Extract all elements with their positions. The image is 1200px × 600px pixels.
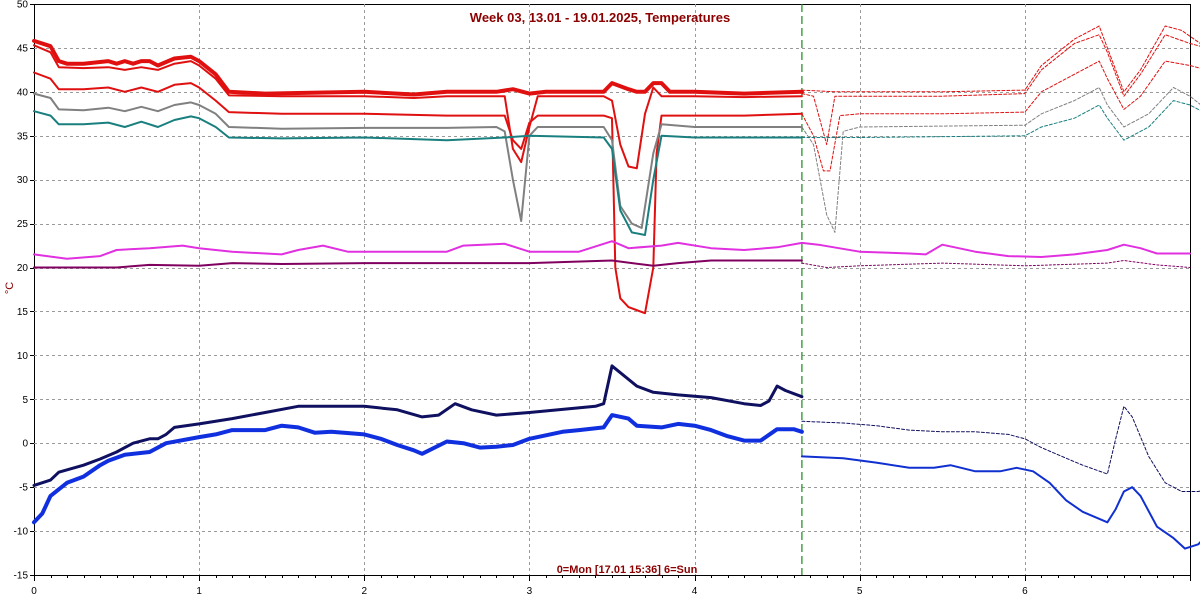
x-axis-label: 0=Mon [17.01 15:36] 6=Sun xyxy=(557,564,698,576)
x-tick-label: 6 xyxy=(1022,586,1028,597)
series-line-10 xyxy=(801,25,1200,93)
y-tick-label: 5 xyxy=(22,395,28,406)
y-tick-label: 45 xyxy=(17,43,29,54)
series-line-7 xyxy=(32,364,804,487)
series-line-9 xyxy=(800,455,1200,550)
y-tick-label: -10 xyxy=(14,527,29,538)
y-tick-label: -5 xyxy=(19,483,28,494)
x-tick-label: 3 xyxy=(527,586,533,597)
axis-ticks xyxy=(30,4,1191,581)
y-tick-label: 50 xyxy=(17,0,29,11)
series-line-11 xyxy=(801,34,1200,146)
y-axis-label: °C xyxy=(4,282,16,294)
x-tick-label: 1 xyxy=(196,586,202,597)
series-line-16 xyxy=(801,405,1200,492)
series-line-0 xyxy=(32,38,804,97)
y-tick-label: 10 xyxy=(17,351,29,362)
series-line-12 xyxy=(801,60,1200,172)
chart-title: Week 03, 13.01 - 19.01.2025, Temperature… xyxy=(470,10,730,25)
series-lines xyxy=(32,25,1200,550)
x-tick-label: 0 xyxy=(31,586,37,597)
series-line-5 xyxy=(33,240,1191,260)
series-line-15 xyxy=(801,260,1191,268)
y-tick-labels: -15 -10 -5 0 5 10 15 20 25 30 35 40 45 50 xyxy=(14,0,29,582)
y-tick-label: 20 xyxy=(17,263,29,274)
series-line-1 xyxy=(33,44,803,170)
y-tick-label: 35 xyxy=(17,131,29,142)
series-line-13 xyxy=(801,87,1200,233)
y-tick-label: 15 xyxy=(17,307,29,318)
y-tick-label: 40 xyxy=(17,87,29,98)
series-line-2 xyxy=(33,71,803,315)
series-line-3 xyxy=(33,92,803,229)
series-line-8 xyxy=(32,413,804,525)
x-tick-labels: 0 1 2 3 4 5 6 xyxy=(31,586,1028,597)
y-tick-label: 0 xyxy=(22,439,28,450)
y-tick-label: 30 xyxy=(17,175,29,186)
series-line-4 xyxy=(33,110,803,236)
x-tick-label: 2 xyxy=(362,586,368,597)
plot-frame xyxy=(34,4,1191,576)
y-tick-label: 25 xyxy=(17,219,29,230)
y-tick-label: -15 xyxy=(14,571,29,582)
x-tick-label: 5 xyxy=(857,586,863,597)
series-line-14 xyxy=(801,100,1200,141)
x-tick-label: 4 xyxy=(692,586,698,597)
series-line-6 xyxy=(33,259,803,269)
